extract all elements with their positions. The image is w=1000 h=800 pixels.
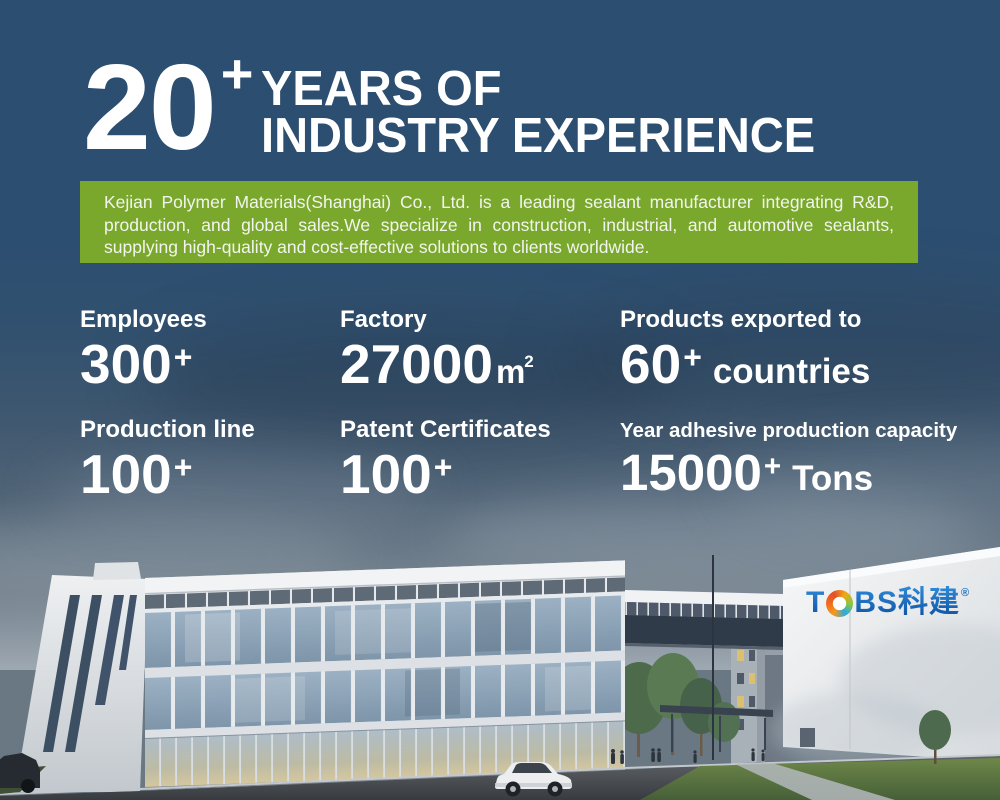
company-description-text: Kejian Polymer Materials(Shanghai) Co., … [104, 192, 894, 258]
stat-label: Patent Certificates [340, 416, 551, 443]
plus-sign: + [220, 42, 254, 105]
plus-sign: + [173, 448, 193, 485]
logo-o-swirl-icon [826, 589, 854, 617]
plus-sign: + [763, 449, 782, 483]
stat-number: 300 [80, 333, 172, 395]
superscript-2: 2 [524, 352, 534, 371]
stat-number: 100 [340, 443, 432, 505]
stat-employees: Employees 300+ [80, 306, 207, 401]
stat-production-capacity: Year adhesive production capacity 15000+… [620, 419, 957, 510]
stat-value: 100+ [340, 445, 551, 511]
title-line2: INDUSTRY EXPERIENCE [261, 109, 816, 163]
pedestrians [611, 748, 765, 764]
glass-mullions [145, 595, 625, 668]
stat-number: 15000 [620, 444, 762, 501]
stat-label: Year adhesive production capacity [620, 419, 958, 442]
walkway-canopy [660, 705, 773, 752]
page-title: YEARS OF INDUSTRY EXPERIENCE [261, 62, 816, 163]
car [495, 762, 572, 797]
stat-number: 27000 [340, 333, 493, 395]
factory-building [770, 547, 1000, 768]
company-description-banner: Kejian Polymer Materials(Shanghai) Co., … [80, 181, 918, 263]
title-line1: YEARS OF [261, 62, 502, 116]
registered-mark: ® [961, 587, 971, 599]
square-meters-unit: m2 [495, 352, 534, 390]
stat-production-line: Production line 100+ [80, 416, 255, 511]
stat-value: 300+ [80, 335, 207, 401]
stat-patent-certificates: Patent Certificates 100+ [340, 416, 551, 511]
plus-sign: + [683, 338, 702, 375]
stat-number: 100 [80, 443, 172, 505]
stat-number: 60 [620, 333, 682, 395]
curb [0, 754, 1000, 795]
building-scene [0, 500, 1000, 800]
stat-label: Products exported to [620, 306, 862, 333]
logo-letter-t: T [806, 586, 826, 619]
footpath [735, 763, 895, 800]
plus-sign: + [173, 338, 193, 375]
rooftop-structure [93, 562, 141, 580]
stat-factory: Factory 27000m2 [340, 306, 534, 407]
parked-car [0, 753, 40, 793]
plus-sign: + [433, 448, 453, 485]
stat-value: 100+ [80, 445, 255, 511]
stat-exported-countries: Products exported to 60+ countries [620, 306, 870, 401]
years-number: 20 + [83, 42, 253, 185]
small-tree [919, 710, 951, 764]
unit-m: m [495, 353, 526, 390]
clerestory-windows [145, 577, 625, 609]
logo-chinese-name: 科建 [898, 586, 961, 619]
sky-bridge [625, 590, 784, 650]
stat-value: 60+ countries [620, 335, 870, 401]
stat-value: 27000m2 [340, 335, 534, 407]
factory-door [800, 728, 815, 747]
stat-label: Production line [80, 416, 255, 443]
unit-countries: countries [712, 352, 871, 391]
stat-label: Factory [340, 306, 427, 333]
stat-value: 15000+ Tons [620, 444, 957, 510]
logo-letters-bs: BS [854, 586, 899, 619]
office-building-front [145, 560, 625, 791]
unit-tons: Tons [792, 459, 874, 498]
years-number-text: 20 [83, 39, 217, 175]
company-logo: T BS 科建 ® [806, 586, 970, 620]
office-building-end-wall [15, 562, 148, 792]
rear-tower-building [731, 640, 783, 766]
stat-label: Employees [80, 306, 207, 333]
